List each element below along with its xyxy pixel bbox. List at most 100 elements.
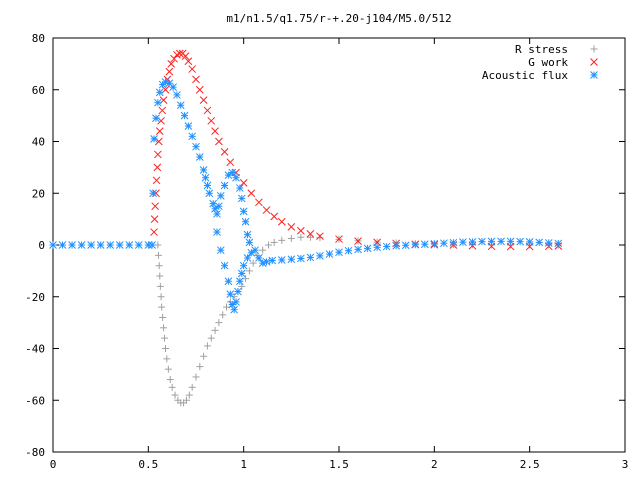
data-point xyxy=(155,262,163,270)
data-point xyxy=(401,241,410,250)
data-point xyxy=(173,91,181,99)
data-point xyxy=(373,243,381,252)
data-point xyxy=(184,122,193,130)
y-axis: 80 60 40 20 0 -20 -40 -60 -80 xyxy=(25,32,625,459)
data-point xyxy=(297,226,305,235)
data-point xyxy=(277,256,286,264)
data-point xyxy=(226,290,235,299)
data-point xyxy=(297,233,305,241)
data-point xyxy=(160,324,168,332)
data-point xyxy=(156,272,164,280)
data-point xyxy=(220,147,229,156)
y-tick-label: -40 xyxy=(25,343,45,356)
data-point xyxy=(242,275,250,283)
y-tick-label: 60 xyxy=(32,84,45,97)
data-point xyxy=(235,277,244,286)
x-axis: 0 0.5 1 1.5 2 2.5 3 xyxy=(50,38,629,471)
data-point xyxy=(525,238,534,246)
data-point xyxy=(516,237,524,246)
data-point xyxy=(151,202,160,211)
data-point xyxy=(213,210,221,218)
data-point xyxy=(245,238,254,247)
data-point xyxy=(106,241,115,249)
data-point xyxy=(554,239,563,248)
data-point xyxy=(306,233,314,241)
data-point xyxy=(239,261,248,270)
data-point xyxy=(154,150,162,159)
data-point xyxy=(268,256,277,265)
data-point xyxy=(49,241,57,249)
data-point xyxy=(213,228,221,236)
data-point xyxy=(211,326,219,334)
y-tick-label: 80 xyxy=(32,32,45,45)
data-point xyxy=(228,168,237,177)
data-point xyxy=(235,184,244,192)
data-point xyxy=(478,237,486,246)
data-point xyxy=(216,191,225,200)
data-point xyxy=(487,237,496,246)
data-point xyxy=(155,88,164,97)
data-point xyxy=(354,237,362,245)
data-point xyxy=(215,319,223,327)
data-point xyxy=(156,282,164,290)
data-point xyxy=(161,334,169,342)
data-point xyxy=(316,252,324,260)
data-point xyxy=(77,241,86,249)
data-point xyxy=(544,239,553,247)
y-tick-label: -80 xyxy=(25,446,45,459)
data-point xyxy=(192,373,200,381)
data-point xyxy=(306,230,315,238)
data-point xyxy=(270,238,278,246)
chart-title: m1/n1.5/q1.75/r-+.20-j104/M5.0/512 xyxy=(226,12,451,25)
data-point xyxy=(211,127,219,136)
data-point xyxy=(68,241,76,249)
data-point xyxy=(255,198,263,207)
data-point xyxy=(219,311,227,319)
data-point xyxy=(158,303,166,311)
data-point xyxy=(237,269,246,278)
data-point xyxy=(430,239,439,248)
data-point xyxy=(247,189,256,198)
data-point xyxy=(199,96,208,104)
x-tick-label: 0.5 xyxy=(138,458,158,471)
data-point xyxy=(199,166,208,174)
data-point xyxy=(220,261,229,270)
data-point xyxy=(264,241,272,249)
data-point xyxy=(185,391,193,399)
x-tick-label: 2.5 xyxy=(520,458,540,471)
data-point xyxy=(354,245,362,254)
data-point xyxy=(134,241,143,249)
data-point xyxy=(440,239,448,248)
data-point xyxy=(382,242,391,251)
data-point xyxy=(200,352,208,360)
data-point xyxy=(169,83,177,92)
data-point xyxy=(188,65,197,73)
data-point xyxy=(297,254,305,263)
data-point xyxy=(195,153,204,161)
data-point xyxy=(148,241,157,249)
data-point xyxy=(192,75,200,84)
x-tick-label: 1.5 xyxy=(329,458,349,471)
data-point xyxy=(207,116,216,125)
data-point xyxy=(216,246,225,255)
data-point xyxy=(270,212,279,221)
data-point xyxy=(249,259,257,267)
data-point xyxy=(335,235,343,243)
y-tick-label: 40 xyxy=(32,136,45,149)
data-point xyxy=(150,215,159,223)
data-point xyxy=(226,158,235,167)
data-point xyxy=(159,313,167,321)
legend-marker xyxy=(590,71,598,79)
data-point xyxy=(161,345,169,352)
data-point xyxy=(173,50,181,59)
x-tick-label: 3 xyxy=(622,458,629,471)
data-point xyxy=(223,303,231,311)
data-point xyxy=(224,277,233,286)
data-point xyxy=(230,305,238,314)
data-point xyxy=(196,363,204,371)
data-point xyxy=(215,202,223,211)
data-point xyxy=(316,232,324,241)
data-point xyxy=(344,246,353,255)
data-point xyxy=(192,142,200,151)
